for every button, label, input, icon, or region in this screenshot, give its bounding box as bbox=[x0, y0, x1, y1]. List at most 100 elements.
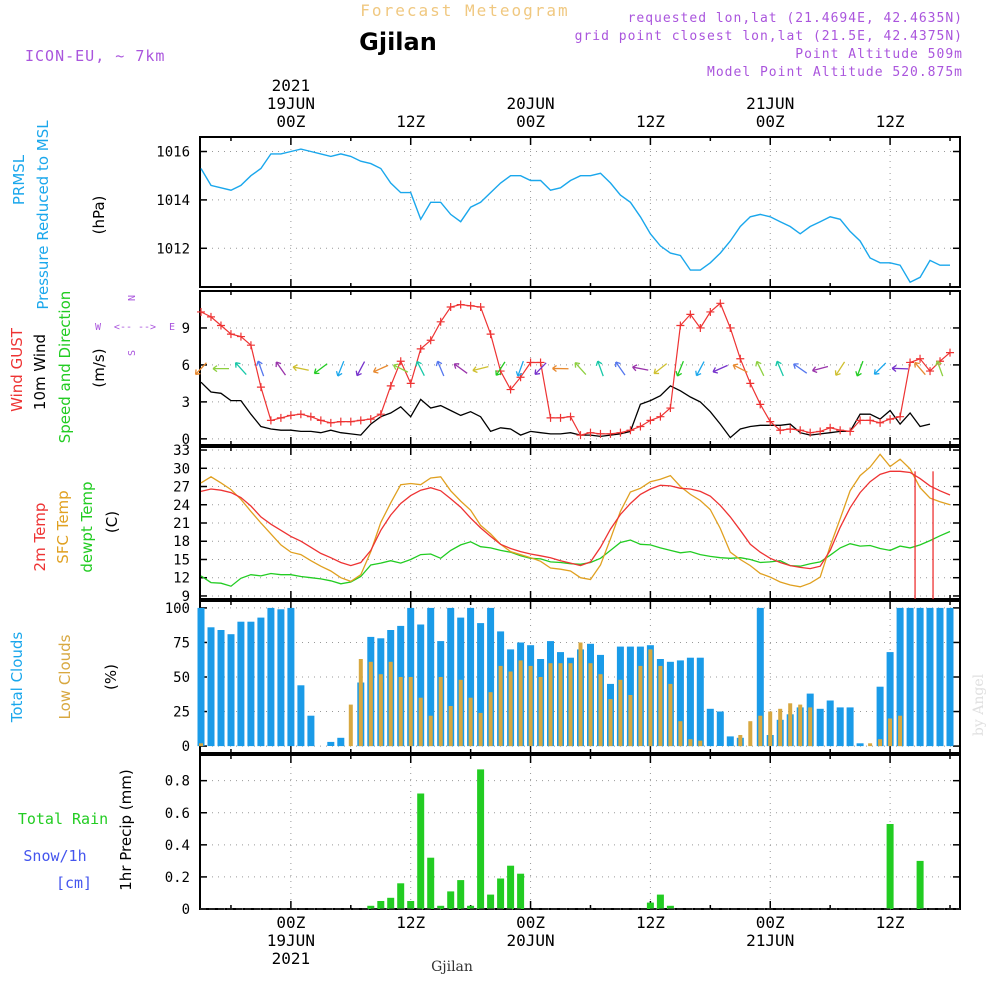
rain-bar bbox=[666, 905, 674, 909]
wind-arrow-shape bbox=[212, 365, 229, 373]
temp-ytick-label: 9 bbox=[182, 589, 190, 605]
wind-direction-arrow bbox=[453, 363, 468, 374]
total-cloud-label: Total Clouds bbox=[8, 632, 26, 724]
total-cloud-bar bbox=[217, 630, 225, 747]
time-label-bottom: 12Z bbox=[636, 913, 665, 932]
gust-marker bbox=[266, 416, 275, 425]
gust-marker bbox=[636, 422, 645, 431]
cloud-ytick-label: 25 bbox=[173, 705, 190, 721]
rain-bar bbox=[656, 894, 664, 909]
gust-marker bbox=[336, 417, 345, 426]
rain-bar bbox=[437, 905, 445, 909]
snow-label: Snow/1h bbox=[23, 847, 86, 865]
wind-arrow-shape bbox=[495, 361, 506, 376]
wind-direction-arrow bbox=[775, 360, 784, 377]
gust-marker bbox=[206, 312, 215, 321]
model-altitude: Model Point Altitude 520.875m bbox=[707, 65, 963, 80]
gust-marker bbox=[406, 379, 415, 388]
total-cloud-bar bbox=[207, 627, 215, 747]
wind-direction-arrow bbox=[292, 364, 309, 372]
time-label-bottom: 2021 bbox=[272, 949, 311, 968]
gust-marker bbox=[566, 412, 575, 421]
low-cloud-bar bbox=[748, 721, 753, 747]
temp-ytick-label: 18 bbox=[173, 534, 190, 550]
wind-direction-arrow bbox=[194, 362, 207, 376]
low-cloud-bar bbox=[738, 735, 743, 747]
total-cloud-bar bbox=[816, 708, 824, 747]
temp-ytick-label: 12 bbox=[173, 571, 190, 587]
low-cloud-bar bbox=[348, 704, 353, 747]
low-cloud-bar bbox=[368, 661, 373, 747]
wind-dir-label: Speed and Direction bbox=[56, 291, 74, 444]
pressure-panel: 1012 1014 1016 bbox=[156, 136, 961, 288]
low-cloud-bar bbox=[498, 665, 503, 746]
gust-marker bbox=[536, 358, 545, 367]
temp-unit: (C) bbox=[103, 511, 121, 533]
rain-bar bbox=[886, 824, 894, 909]
temp2m-line bbox=[200, 470, 951, 570]
wind-direction-arrow bbox=[811, 365, 829, 374]
temp2m-label: 2m Temp bbox=[31, 503, 49, 572]
cloud-ytick-label: 100 bbox=[165, 601, 190, 617]
wind-arrow-shape bbox=[732, 363, 748, 373]
wind-arrow-shape bbox=[775, 360, 784, 377]
temp-ytick-label: 15 bbox=[173, 552, 190, 568]
wind-arrow-shape bbox=[372, 364, 389, 374]
wind-direction-arrow bbox=[472, 366, 489, 374]
total-cloud-bar bbox=[477, 623, 485, 747]
low-cloud-bar bbox=[868, 743, 873, 747]
gust-marker bbox=[776, 426, 785, 435]
wind-direction-arrow bbox=[534, 362, 547, 375]
total-cloud-bar bbox=[756, 607, 764, 747]
sfc-temp-label: SFC Temp bbox=[54, 490, 72, 563]
cloud-ytick-label: 50 bbox=[173, 670, 190, 686]
gust-marker bbox=[246, 341, 255, 350]
wind-direction-arrow bbox=[712, 364, 728, 374]
pressure-label-1: PRMSL bbox=[10, 154, 28, 205]
low-cloud-bar bbox=[768, 711, 773, 746]
low-cloud-bar bbox=[199, 743, 203, 747]
wind-direction-arrow bbox=[256, 360, 265, 377]
time-label-top: 2021 bbox=[272, 76, 311, 95]
wind-ytick-label: 0 bbox=[182, 432, 190, 448]
temp-ytick-label: 21 bbox=[173, 516, 190, 532]
pressure-ytick-label: 1014 bbox=[156, 193, 190, 209]
low-cloud-bar bbox=[788, 703, 793, 747]
gust-marker bbox=[256, 383, 265, 392]
time-label-bottom: 00Z bbox=[516, 913, 545, 932]
gust-marker bbox=[596, 429, 605, 438]
plot-layer: 1012101410160369912151821242730330255075… bbox=[156, 76, 961, 968]
time-label-top: 12Z bbox=[876, 112, 905, 131]
wind-arrow-shape bbox=[855, 360, 864, 377]
rain-bar bbox=[477, 769, 485, 909]
precip-ytick-label: 0.8 bbox=[165, 774, 190, 790]
wind-arrow-shape bbox=[515, 360, 524, 377]
wind-arrow-shape bbox=[914, 361, 926, 376]
wind-direction-arrow bbox=[415, 360, 425, 377]
temp-ytick-label: 33 bbox=[173, 443, 190, 459]
wind-direction-arrow bbox=[234, 362, 247, 375]
wind-direction-arrow bbox=[935, 360, 944, 377]
temp-panel: 9 12 15 18 21 24 27 30 33 bbox=[173, 443, 961, 605]
gust-marker bbox=[696, 323, 705, 332]
low-cloud-bar bbox=[408, 677, 413, 747]
low-cloud-bar bbox=[638, 665, 643, 746]
gust-marker bbox=[866, 416, 875, 425]
temp-ytick-label: 30 bbox=[173, 461, 190, 477]
rain-bar bbox=[417, 793, 425, 909]
pressure-line bbox=[200, 148, 950, 284]
low-cloud-bar bbox=[628, 695, 633, 747]
gust-marker bbox=[606, 429, 615, 438]
time-label-top: 00Z bbox=[276, 112, 305, 131]
model-label: ICON-EU, ~ 7km bbox=[25, 47, 165, 65]
precip-ytick-label: 0.2 bbox=[165, 870, 190, 886]
gust-marker bbox=[296, 410, 305, 419]
wind-direction-arrow bbox=[313, 363, 328, 375]
compass-icon: N S W E <-- --> bbox=[95, 295, 175, 356]
low-cloud-bar bbox=[898, 715, 903, 747]
low-cloud-bar bbox=[388, 661, 393, 747]
low-cloud-bar bbox=[618, 679, 623, 747]
total-cloud-bar bbox=[926, 607, 934, 747]
total-cloud-bar bbox=[936, 607, 944, 747]
rain-bar bbox=[916, 860, 924, 909]
